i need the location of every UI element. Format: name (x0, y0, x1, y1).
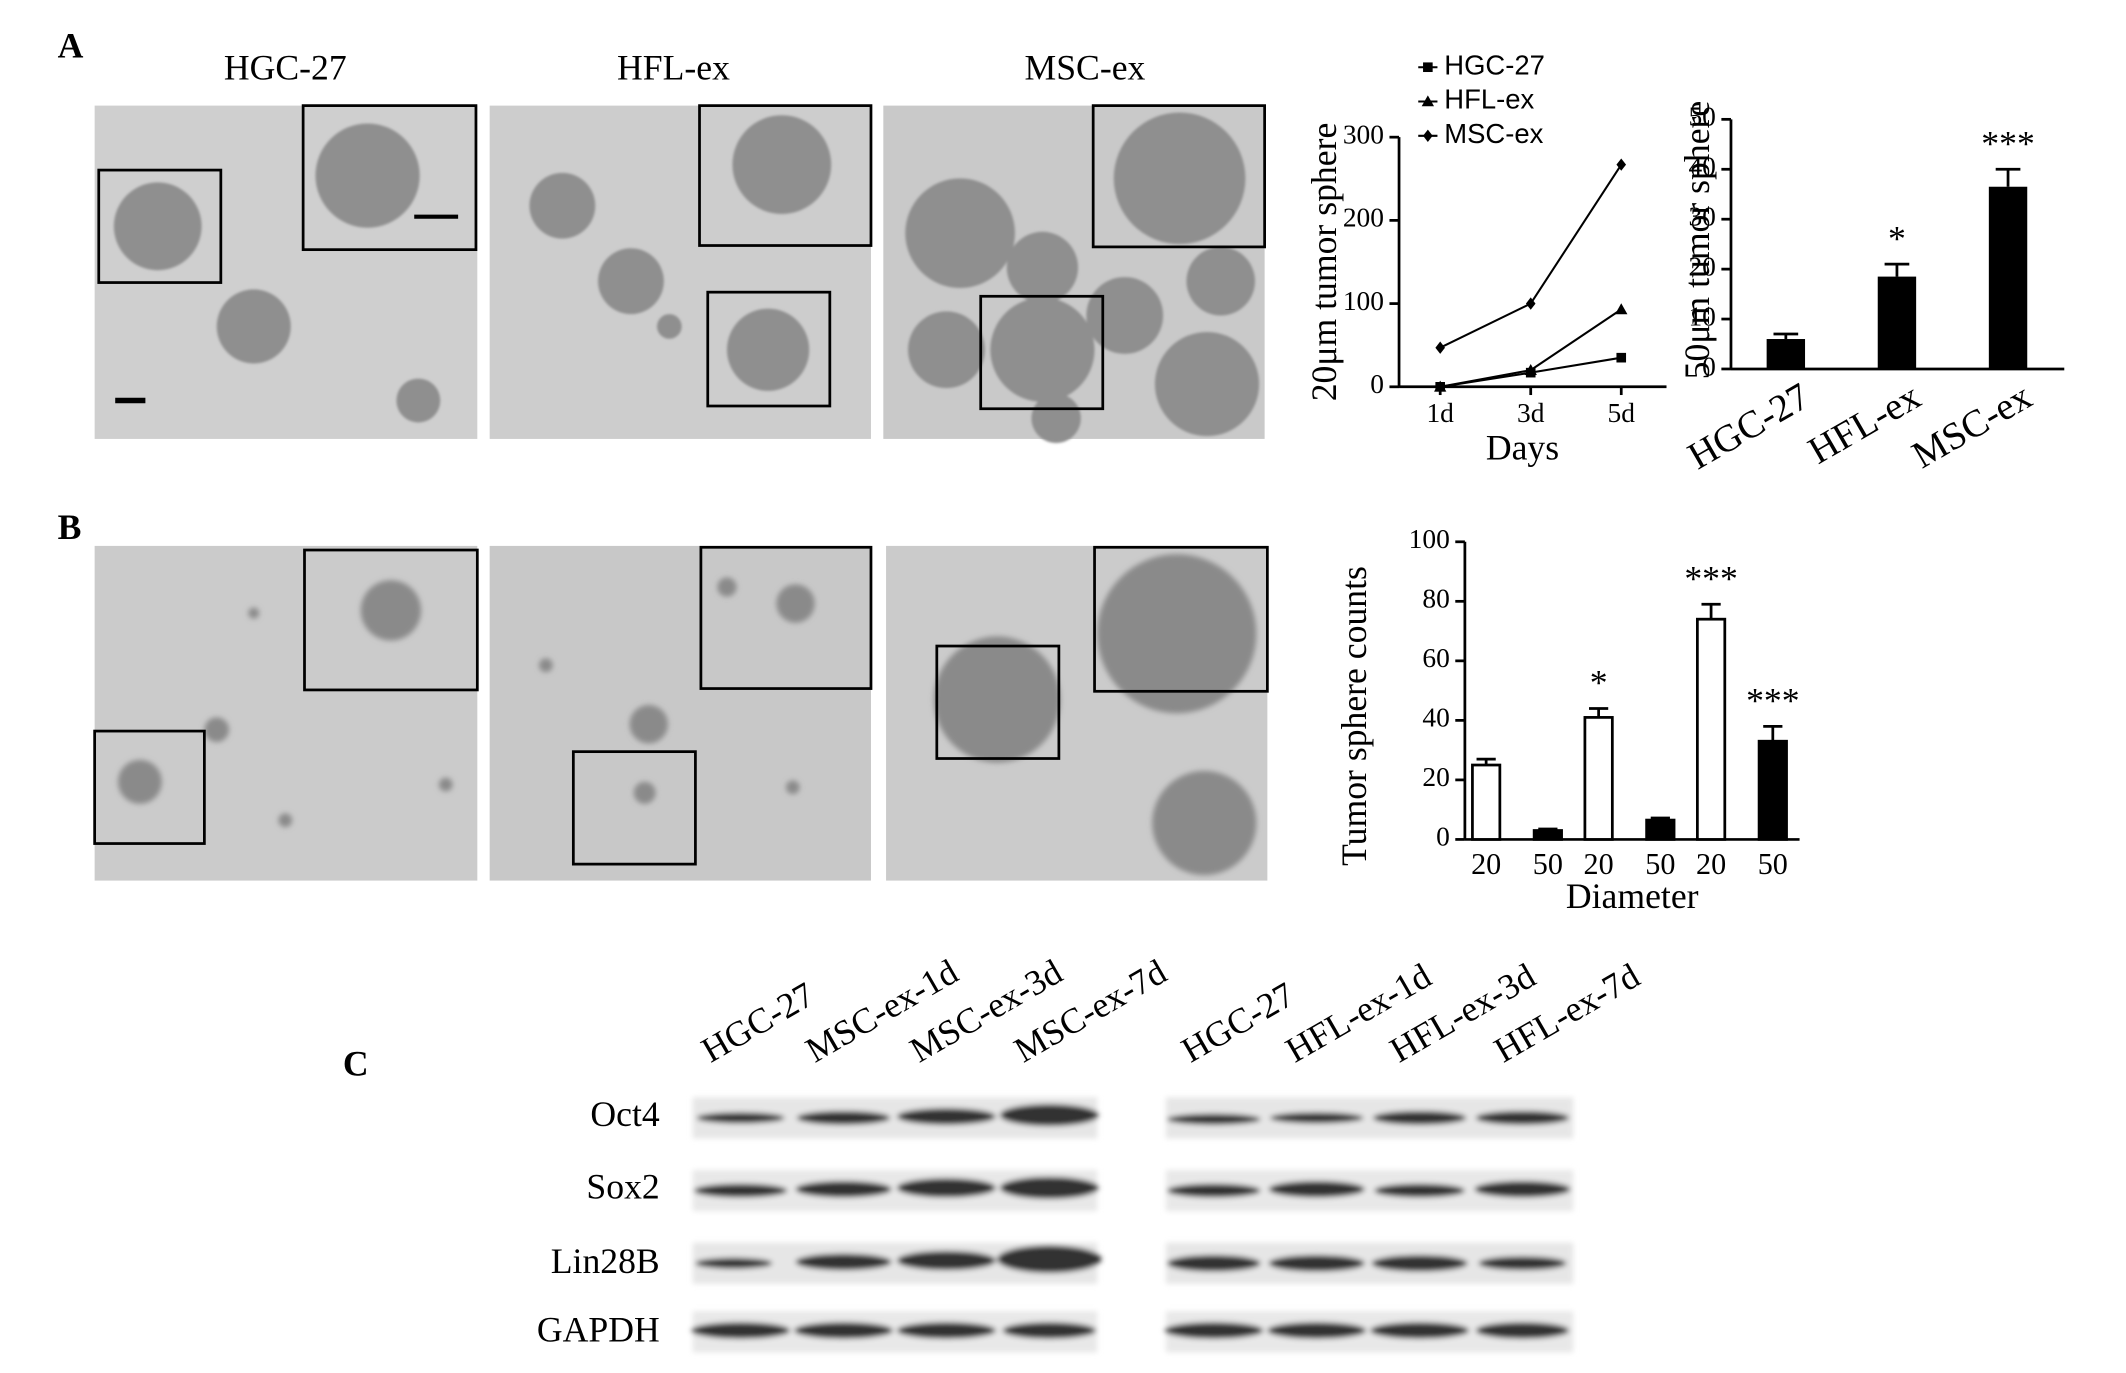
marker (1616, 158, 1627, 171)
panel-label: C (343, 1043, 369, 1083)
x-tick-label: 5d (1608, 398, 1636, 428)
x-tick-label: 20 (1471, 847, 1501, 881)
y-tick-label: 80 (1422, 584, 1449, 614)
bar (1695, 617, 1727, 841)
y-tick-label: 100 (1409, 524, 1450, 554)
x-tick-label: 20 (1584, 847, 1614, 881)
row-label: GAPDH (537, 1309, 660, 1349)
error-bar (1763, 724, 1783, 742)
y-tick-label: 30 (1688, 201, 1715, 231)
row-label: Sox2 (586, 1167, 659, 1207)
y-tick-label: 0 (1702, 351, 1716, 381)
marker (1423, 62, 1433, 73)
micrograph (489, 545, 871, 881)
y-tick-label: 20 (1422, 762, 1449, 792)
error-bar (1538, 827, 1558, 831)
y-tick-label: 200 (1343, 203, 1384, 233)
y-tick-label: 40 (1422, 703, 1449, 733)
y-tick-label: 20 (1688, 251, 1715, 281)
bar (1988, 186, 2028, 369)
inset-boxes (97, 104, 1266, 411)
series-line (1439, 164, 1623, 349)
image-label: HFL-ex (617, 48, 730, 88)
marker (1421, 95, 1435, 107)
error-bar (1884, 262, 1910, 277)
significance: *** (1684, 559, 1737, 599)
error-bar (1701, 602, 1721, 620)
error-bar (1773, 332, 1799, 340)
x-tick-label: 1d (1426, 398, 1454, 428)
bar (1757, 739, 1788, 841)
x-tick-label: 50 (1758, 847, 1788, 881)
row-label: Oct4 (590, 1094, 659, 1134)
x-tick-label: 50 (1533, 847, 1563, 881)
y-tick-label: 100 (1343, 286, 1384, 316)
y-tick-label: 0 (1436, 822, 1450, 852)
western-blot-bands (691, 1097, 1574, 1353)
bar (1532, 829, 1563, 841)
error-bar (1650, 816, 1670, 821)
x-tick-label: 3d (1517, 398, 1545, 428)
legend-label: HFL-ex (1444, 84, 1534, 115)
x-tick-label: 20 (1696, 847, 1726, 881)
y-tick-label: 10 (1688, 301, 1715, 331)
significance: * (1590, 663, 1608, 703)
marker (1615, 303, 1628, 315)
image-label: HGC-27 (224, 48, 347, 88)
bar (1583, 716, 1614, 841)
lane-label: HGC-27 (1175, 974, 1301, 1070)
bar (1877, 276, 1917, 369)
legend-label: HGC-27 (1444, 49, 1545, 80)
error-bar (1589, 707, 1609, 718)
significance: *** (1981, 124, 2034, 164)
x-tick-label: HGC-27 (1681, 375, 1817, 477)
bar (1766, 339, 1806, 369)
y-label: 50μm tumor sphere (1677, 101, 1717, 380)
image-label: MSC-ex (1025, 48, 1146, 88)
y-tick-label: 50 (1688, 102, 1715, 132)
bar (1471, 763, 1502, 841)
marker (1434, 380, 1447, 392)
x-tick-label: 50 (1645, 847, 1675, 881)
x-tick-label: HFL-ex (1802, 375, 1928, 472)
micrographs (93, 104, 1269, 881)
y-tick-label: 60 (1422, 643, 1449, 673)
panel-label: A (58, 26, 84, 66)
spheres (117, 554, 1257, 876)
x-label: Days (1486, 427, 1559, 467)
inset-boxes (93, 545, 1269, 866)
significance: * (1888, 218, 1906, 258)
panel-label: B (58, 507, 82, 547)
marker (1423, 129, 1433, 142)
y-label: 20μm tumor sphere (1304, 123, 1344, 402)
y-tick-label: 300 (1343, 119, 1384, 149)
y-tick-label: 0 (1370, 369, 1384, 399)
marker (1435, 341, 1445, 354)
error-bar (1995, 167, 2021, 187)
error-bar (1476, 757, 1496, 766)
x-label: Diameter (1566, 876, 1699, 916)
row-label: Lin28B (551, 1241, 660, 1281)
marker (1616, 352, 1627, 363)
significance: *** (1746, 681, 1799, 721)
micrograph (94, 545, 478, 881)
lane-label: HGC-27 (694, 974, 820, 1070)
bar (1645, 818, 1676, 841)
legend-label: MSC-ex (1444, 118, 1543, 149)
marker (1524, 363, 1537, 375)
x-tick-label: MSC-ex (1905, 375, 2039, 476)
y-tick-label: 40 (1688, 152, 1715, 182)
spheres (113, 112, 1260, 444)
y-label: Tumor sphere counts (1334, 566, 1374, 866)
